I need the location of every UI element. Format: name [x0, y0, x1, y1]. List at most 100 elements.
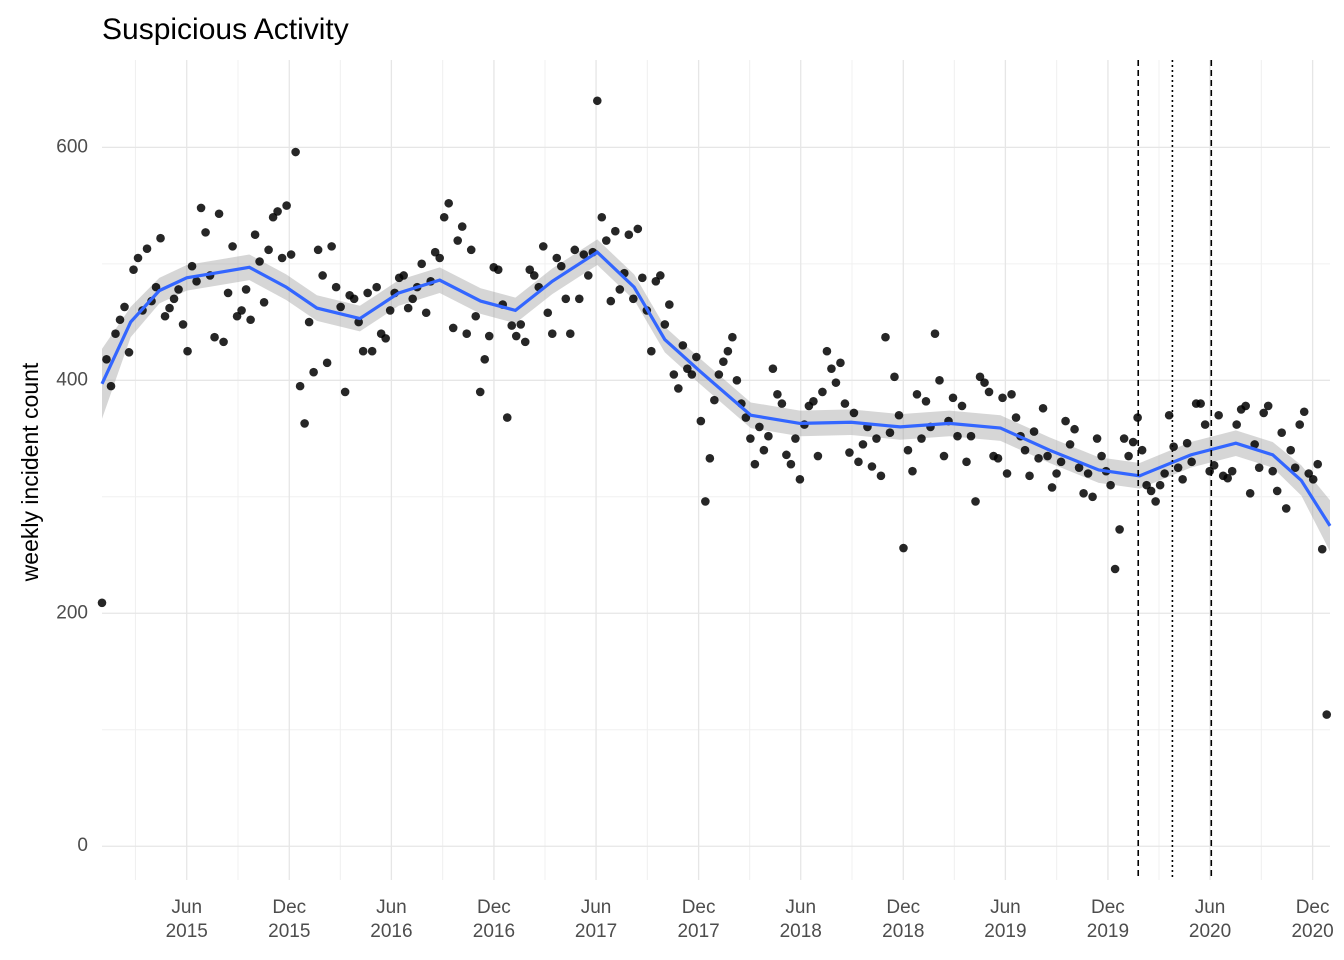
data-point — [696, 416, 706, 426]
data-point — [1029, 427, 1039, 436]
data-point — [124, 348, 134, 357]
data-point — [255, 257, 264, 266]
data-point — [624, 230, 634, 240]
data-point — [597, 212, 607, 222]
data-point — [638, 273, 647, 283]
data-point — [381, 334, 390, 343]
data-point — [894, 410, 904, 420]
data-point — [480, 355, 490, 364]
data-point — [1124, 451, 1133, 461]
data-point — [273, 207, 282, 216]
data-point — [502, 413, 512, 422]
data-point — [606, 296, 616, 306]
data-point — [529, 271, 539, 280]
data-point — [1232, 420, 1241, 429]
data-point — [1317, 544, 1327, 554]
data-point — [1299, 407, 1309, 417]
data-point — [1020, 445, 1030, 455]
data-point — [1142, 480, 1151, 490]
data-point — [507, 321, 517, 330]
data-point — [1281, 504, 1291, 513]
data-point — [1079, 488, 1088, 498]
data-point — [1304, 469, 1314, 478]
data-point — [358, 346, 368, 356]
data-point — [120, 302, 129, 312]
data-point — [183, 346, 192, 356]
data-point — [1295, 420, 1305, 429]
data-point — [1034, 454, 1043, 463]
data-point — [867, 462, 877, 471]
data-point — [174, 285, 183, 294]
data-point — [214, 209, 224, 219]
data-point — [1196, 399, 1205, 408]
data-point — [223, 288, 233, 298]
data-point — [552, 253, 562, 263]
data-point — [250, 230, 260, 240]
data-point — [156, 233, 165, 243]
data-point — [201, 228, 210, 237]
data-point — [1061, 416, 1070, 426]
data-point — [1254, 463, 1264, 472]
data-point — [237, 306, 246, 315]
data-point — [178, 320, 188, 329]
data-point — [782, 450, 791, 460]
data-point — [403, 303, 413, 313]
data-point — [367, 346, 377, 356]
data-point — [1160, 469, 1169, 478]
data-point — [511, 331, 521, 341]
data-point — [165, 303, 174, 313]
data-point — [633, 224, 643, 234]
y-tick-label: 0 — [77, 835, 88, 856]
data-point — [1250, 440, 1259, 449]
data-point — [102, 355, 111, 364]
data-point — [336, 302, 345, 312]
data-point — [719, 357, 728, 366]
data-point — [192, 277, 201, 286]
data-point — [327, 242, 336, 251]
data-point — [354, 317, 363, 327]
data-point — [1137, 445, 1147, 455]
data-point — [453, 236, 463, 245]
data-point — [665, 300, 674, 309]
data-point — [948, 393, 958, 403]
data-point — [349, 294, 359, 304]
x-tick-label: Dec 2017 — [677, 897, 720, 942]
data-point — [1259, 408, 1268, 418]
x-tick-label: Dec 2019 — [1086, 897, 1130, 942]
data-point — [196, 203, 206, 213]
data-point — [543, 308, 553, 318]
data-point — [750, 459, 760, 469]
data-point — [1052, 469, 1061, 478]
data-point — [764, 431, 773, 441]
data-point — [746, 434, 755, 443]
data-point — [683, 364, 692, 373]
data-point — [1011, 413, 1021, 422]
data-point — [268, 212, 278, 222]
data-point — [583, 271, 593, 280]
data-point — [187, 261, 197, 271]
data-point — [615, 285, 625, 294]
data-point — [421, 308, 431, 318]
data-point — [385, 306, 395, 315]
data-point — [980, 378, 989, 387]
data-point — [714, 370, 724, 379]
chart-title: Suspicious Activity — [102, 13, 349, 46]
x-tick-label: Dec 2015 — [268, 897, 311, 942]
data-point — [1223, 473, 1232, 483]
data-point — [574, 294, 584, 304]
data-point — [629, 294, 638, 304]
data-point — [872, 434, 881, 443]
data-point — [984, 387, 994, 397]
data-point — [845, 448, 854, 457]
data-point — [966, 431, 976, 441]
data-point — [210, 332, 219, 342]
data-point — [457, 222, 467, 231]
data-point — [435, 253, 445, 263]
data-point — [890, 372, 899, 382]
data-point — [768, 364, 778, 373]
data-point — [935, 376, 944, 385]
data-point — [318, 271, 327, 280]
data-point — [678, 341, 688, 350]
data-point — [1178, 475, 1187, 484]
